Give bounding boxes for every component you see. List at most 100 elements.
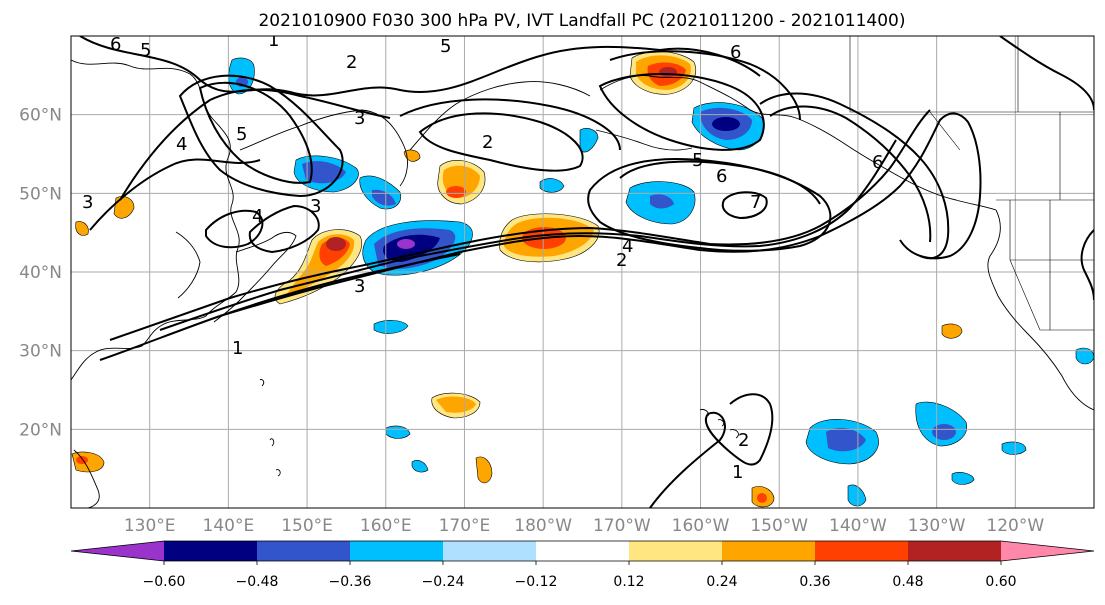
- colorbar: −0.60 −0.48 −0.36 −0.24 −0.12 0.12 0.24 0.36 0.4…: [70, 540, 1095, 590]
- contour-label: 2: [482, 132, 493, 153]
- longitude-label: 130°W: [908, 516, 966, 536]
- colorbar-swatch: [350, 541, 443, 561]
- contour-line: [219, 253, 461, 317]
- longitude-label: 160°E: [360, 516, 412, 536]
- map-gridlines: [71, 36, 1094, 508]
- coastline-korea: [175, 231, 201, 299]
- colorbar-tick-labels: −0.60 −0.48 −0.36 −0.24 −0.12 0.12 0.24 0.36 0.4…: [143, 561, 1017, 590]
- contour-label: 5: [440, 36, 451, 57]
- colorbar-tick-label: 0.36: [799, 574, 830, 590]
- contour-label: 4: [622, 236, 633, 257]
- anomaly-blob-positive-south-small: [475, 456, 493, 484]
- longitude-label: 170°E: [439, 516, 491, 536]
- anomaly-blob-negative-small-7: [951, 472, 975, 485]
- colorbar-tick-label: −0.60: [143, 574, 186, 590]
- contour-label: 4: [176, 134, 187, 155]
- colorbar-tick-label: 0.48: [892, 574, 923, 590]
- contour-label: 1: [232, 338, 243, 359]
- anomaly-blob-positive-bering: [629, 51, 696, 95]
- longitude-label: 140°W: [829, 516, 887, 536]
- contour-label: 3: [310, 196, 321, 217]
- contour-labels: 1 1 1 2 2 2 2 3 3 3 3 4 4 4 5 5 5: [82, 30, 883, 483]
- longitude-label: 150°W: [750, 516, 808, 536]
- anomaly-blob-negative-okhotsk: [359, 175, 402, 210]
- anomaly-blob-negative-small-10: [411, 460, 429, 473]
- border-alaska-canada: [849, 36, 1094, 113]
- contour-label: 7: [750, 192, 761, 213]
- anomaly-blob-negative-subtropic-2: [915, 401, 967, 447]
- coastline-aleutians: [595, 129, 693, 151]
- contour-line: [399, 98, 621, 151]
- latitude-labels: 60°N 50°N 40°N 30°N 20°N: [19, 106, 62, 441]
- border-us-states: [1009, 200, 1094, 331]
- political-borders: [849, 36, 1094, 331]
- contour-line: [79, 36, 761, 97]
- longitude-label: 170°W: [593, 516, 651, 536]
- contour-line: [119, 88, 391, 201]
- anomaly-blob-positive-small-b: [75, 221, 89, 236]
- colorbar-swatch: [536, 541, 629, 561]
- colorbar-swatch: [71, 541, 164, 561]
- longitude-label: 150°E: [281, 516, 333, 536]
- coastline-japan: [213, 231, 297, 323]
- colorbar-tick-label: 0.24: [706, 574, 737, 590]
- contour-label: 5: [140, 40, 151, 61]
- contour-line: [159, 139, 897, 331]
- colorbar-swatch: [629, 541, 722, 561]
- contour-label: 3: [354, 108, 365, 129]
- longitude-label: 180°W: [514, 516, 572, 536]
- contour-line: [769, 105, 932, 243]
- longitude-label: 140°E: [203, 516, 255, 536]
- longitude-label: 120°W: [986, 516, 1044, 536]
- contour-label: 5: [692, 150, 703, 171]
- contour-label: 2: [738, 430, 749, 451]
- figure-title: 2021010900 F030 300 hPa PV, IVT Landfall…: [258, 11, 905, 31]
- map-panel: 1 1 1 2 2 2 2 3 3 3 3 4 4 4 5 5 5: [70, 30, 1095, 509]
- contour-label: 6: [716, 166, 727, 187]
- colorbar-tick-label: −0.36: [329, 574, 372, 590]
- longitude-label: 160°W: [672, 516, 730, 536]
- contour-lines: [79, 36, 1094, 508]
- anomaly-blob-positive-south-pacific: [751, 486, 775, 508]
- contour-label: 1: [732, 462, 743, 483]
- colorbar-tick-label: −0.24: [422, 574, 465, 590]
- contour-label: 6: [110, 34, 121, 55]
- contour-line: [598, 73, 765, 151]
- contour-line: [587, 158, 832, 252]
- colorbar-tick-label: 0.12: [613, 574, 644, 590]
- colorbar-swatch: [443, 541, 536, 561]
- contour-label: 2: [346, 52, 357, 73]
- colorbar-swatch: [908, 541, 1001, 561]
- colorbar-swatch: [815, 541, 908, 561]
- contour-line: [198, 81, 313, 184]
- contour-label: 6: [872, 152, 883, 173]
- contour-label: 2: [616, 250, 627, 271]
- anomaly-blob-negative-central-north: [625, 181, 696, 225]
- colorbar-tick-label: −0.12: [515, 574, 558, 590]
- colorbar-swatch: [164, 541, 257, 561]
- contour-line: [649, 393, 774, 508]
- contour-line: [248, 204, 320, 254]
- anomaly-blob-positive-hawaii-west: [71, 451, 105, 473]
- contour-line: [178, 74, 344, 198]
- latitude-label: 40°N: [19, 263, 62, 283]
- coastline-alaska: [599, 75, 997, 211]
- anomaly-blob-negative-small-1: [539, 178, 565, 193]
- contour-label: 1: [268, 30, 279, 51]
- latitude-label: 20°N: [19, 420, 62, 440]
- latitude-label: 30°N: [19, 342, 62, 362]
- anomaly-blob-negative-small-6: [1001, 441, 1027, 455]
- coastline-asia: [71, 59, 240, 381]
- coastline-north-america: [987, 209, 1094, 411]
- colorbar-swatch: [1001, 541, 1094, 561]
- longitude-label: 130°E: [124, 516, 176, 536]
- anomaly-blob-positive-east-small: [941, 323, 963, 339]
- colorbar-swatch: [257, 541, 350, 561]
- contour-line: [721, 191, 768, 220]
- contour-line: [89, 158, 261, 231]
- colorbar-tick-label: 0.60: [985, 574, 1016, 590]
- longitude-labels: 130°E 140°E 150°E 160°E 170°E 180°W 170°W 160°W…: [124, 516, 1045, 536]
- colorbar-swatch: [722, 541, 815, 561]
